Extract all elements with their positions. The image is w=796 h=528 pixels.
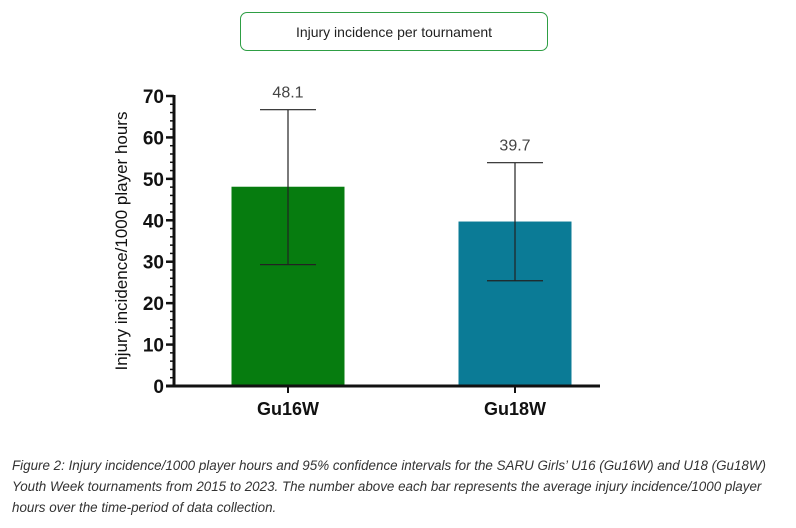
y-tick-label: 20 bbox=[143, 294, 164, 315]
bar-chart: 48.1 Gu16W 39.7 Gu18W 0 10 20 30 40 50 60 70 Injury … bbox=[112, 85, 600, 419]
y-tick-label: 40 bbox=[143, 211, 164, 232]
figure-caption: Figure 2: Injury incidence/1000 player h… bbox=[12, 458, 766, 515]
y-tick-label: 30 bbox=[143, 253, 164, 274]
y-axis-label: Injury incidence/1000 player hours bbox=[112, 112, 131, 371]
data-label: 48.1 bbox=[272, 85, 303, 102]
chart-title: Injury incidence per tournament bbox=[240, 12, 548, 51]
y-tick-label: 0 bbox=[153, 377, 164, 398]
x-tick-label: Gu16W bbox=[257, 399, 319, 419]
x-tick-label: Gu18W bbox=[484, 399, 546, 419]
y-tick-label: 70 bbox=[143, 87, 164, 108]
y-tick-label: 10 bbox=[143, 336, 164, 357]
y-tick-label: 50 bbox=[143, 170, 164, 191]
y-tick-label: 60 bbox=[143, 128, 164, 149]
data-label: 39.7 bbox=[499, 138, 530, 155]
